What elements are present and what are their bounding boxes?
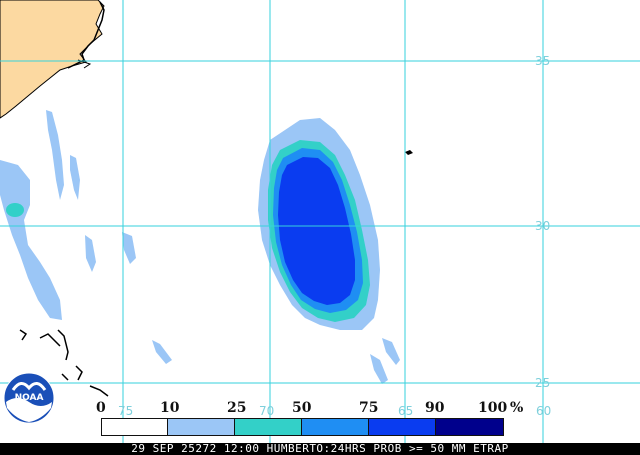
legend-swatch-50-75	[301, 418, 369, 436]
legend-label: 100	[478, 400, 508, 416]
prob-spot	[6, 203, 24, 217]
legend-swatch-25-50	[234, 418, 302, 436]
bermuda-island	[405, 150, 413, 155]
outer-banks	[67, 1, 105, 69]
longitude-label: 65	[398, 404, 414, 418]
longitude-label: 60	[536, 404, 552, 418]
legend-label: 10	[160, 400, 180, 416]
prob-75-90-area	[278, 157, 355, 305]
land-mass	[0, 0, 105, 119]
bahamas-islands	[19, 329, 109, 397]
legend-label: 50	[292, 400, 312, 416]
legend-label: 75	[359, 400, 379, 416]
legend-swatch-0-10	[101, 418, 168, 436]
noaa-logo-icon: NOAA	[3, 372, 55, 424]
legend-swatch-90-100	[435, 418, 504, 436]
map-caption: 29 SEP 25272 12:00 HUMBERTO:24HRS PROB >…	[0, 443, 640, 455]
latitude-label: 30	[535, 219, 551, 233]
logo-text: NOAA	[15, 393, 44, 403]
latitude-label: 35	[535, 54, 551, 68]
legend-label: 0	[96, 400, 106, 416]
legend-unit: %	[510, 400, 524, 416]
latitude-label: 25	[535, 376, 551, 390]
graticule	[0, 0, 640, 443]
legend-swatch-10-25	[167, 418, 235, 436]
legend-swatch-75-90	[368, 418, 436, 436]
longitude-label: 70	[259, 404, 275, 418]
legend-label: 90	[425, 400, 445, 416]
legend-label: 25	[227, 400, 247, 416]
longitude-label: 75	[118, 404, 134, 418]
